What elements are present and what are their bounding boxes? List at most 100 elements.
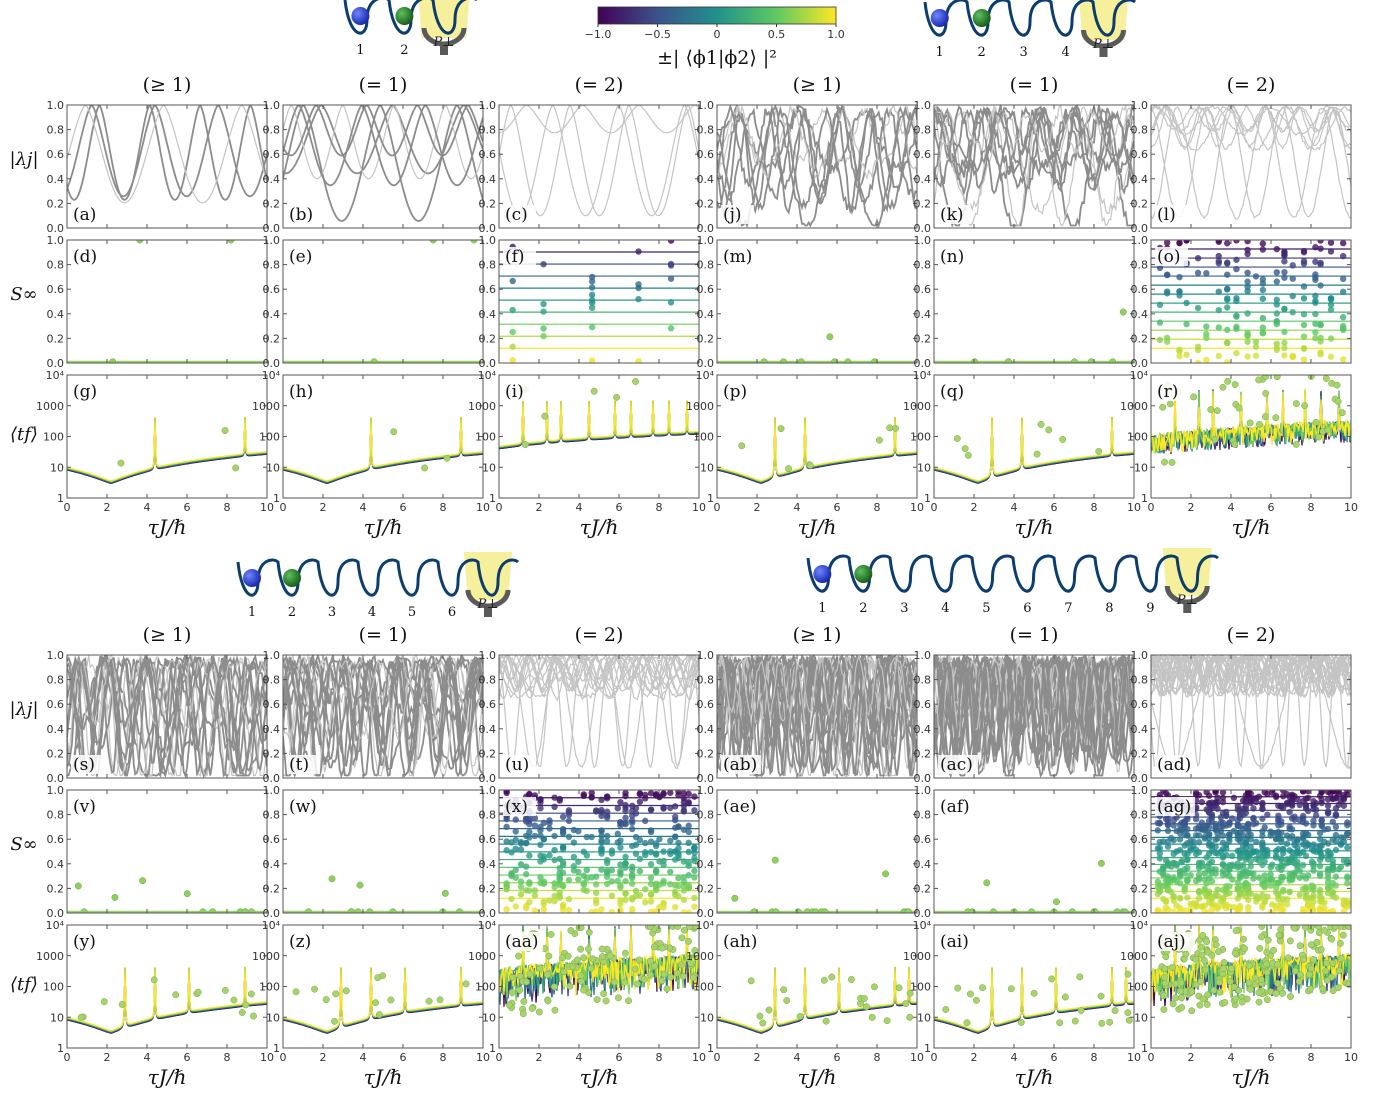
sinf-point — [1229, 815, 1236, 822]
tf-point — [1334, 984, 1342, 992]
panel-label: (e) — [289, 247, 312, 267]
x-tick-label: 0 — [1148, 1051, 1155, 1064]
particle-1-icon — [243, 569, 261, 587]
x-tick-label: 4 — [1011, 1051, 1018, 1064]
y-tick-label: 0.8 — [697, 809, 715, 822]
sinf-point — [603, 832, 611, 840]
sinf-point — [647, 848, 655, 856]
sinf-point — [1321, 904, 1328, 912]
panel-content — [67, 417, 267, 484]
sinf-point — [598, 812, 605, 820]
sinf-point — [1273, 296, 1280, 304]
x-tick-label: 8 — [1308, 501, 1315, 514]
sinf-point — [1294, 837, 1301, 844]
tf-point — [1296, 942, 1304, 950]
tf-point — [1285, 954, 1292, 962]
sinf-point — [656, 835, 663, 843]
colorbar-tick-label: 0 — [714, 28, 721, 41]
sinf-point — [1281, 251, 1288, 258]
sinf-point — [1273, 346, 1280, 354]
sinf-point — [1194, 269, 1202, 277]
sinf-point — [1195, 791, 1203, 799]
sinf-point — [667, 275, 675, 282]
y-tick-label: 0.4 — [914, 308, 932, 321]
sinf-point — [636, 891, 644, 899]
y-tick-label: 1000 — [903, 950, 931, 963]
y-tick-label: 1.0 — [697, 649, 715, 662]
y-tick-label: 0.8 — [479, 674, 497, 687]
sinf-point — [680, 874, 688, 881]
sinf-point — [1242, 806, 1250, 813]
colorbar-tick-label: 1.0 — [827, 28, 845, 41]
y-axis-label: S∞ — [10, 834, 37, 855]
y-tick-label: 0.8 — [479, 809, 497, 822]
y-tick-label: 0.2 — [914, 747, 932, 760]
column-title: (= 2) — [1227, 624, 1276, 646]
tf-point — [783, 997, 791, 1004]
tf-point — [906, 1013, 914, 1021]
x-tick-label: 10 — [476, 501, 490, 514]
sinf-point — [1247, 858, 1254, 865]
panel-f: 0.00.20.40.60.81.0(f) — [479, 234, 700, 370]
tf-point — [979, 984, 986, 992]
x-tick-label: 2 — [754, 1051, 761, 1064]
sinf-point — [647, 828, 655, 836]
sinf-point — [1195, 888, 1203, 895]
sinf-point — [1259, 801, 1266, 808]
x-tick-label: 0 — [64, 1051, 71, 1064]
sinf-point — [1224, 339, 1231, 347]
sinf-point — [559, 882, 567, 890]
sinf-point — [593, 807, 600, 814]
sinf-point — [617, 900, 624, 908]
sinf-point — [1156, 319, 1164, 326]
sinf-point — [580, 791, 587, 798]
sinf-point — [1281, 352, 1288, 359]
sinf-point — [1176, 880, 1184, 887]
sinf-point — [680, 790, 688, 797]
y-tick-label: 10 — [482, 1011, 496, 1024]
tf-point — [1337, 954, 1345, 962]
y-tick-label: 0.0 — [479, 907, 497, 920]
colorbar-label: ±| ⟨ϕ1|ϕ2⟩ |² — [657, 47, 777, 69]
sinf-point — [1275, 812, 1282, 820]
y-tick-label: 1000 — [1120, 950, 1148, 963]
tf-point — [387, 996, 395, 1004]
sinf-point — [680, 887, 688, 894]
lattice-schematic: 1 2 3 4P⊥ — [923, 0, 1137, 60]
lambda-curve — [934, 105, 1134, 196]
sinf-point — [80, 908, 88, 913]
sinf-point — [1344, 844, 1351, 851]
y-tick-label: 0.4 — [479, 858, 497, 871]
sinf-point — [622, 792, 629, 800]
sinf-point — [540, 300, 547, 308]
tf-point — [1224, 377, 1232, 385]
tf-point — [906, 989, 914, 997]
colorbar-gradient — [597, 6, 837, 25]
sinf-point — [1299, 905, 1307, 913]
panel-frame — [66, 654, 268, 779]
sinf-point — [1255, 874, 1263, 881]
sinf-point — [598, 906, 605, 913]
sinf-point — [1154, 906, 1162, 913]
x-tick-label: 2 — [104, 1051, 111, 1064]
panel-o: 0.00.20.40.60.81.0(o) — [1131, 234, 1352, 370]
tf-point — [954, 984, 962, 992]
panel-label-bg — [1155, 797, 1195, 816]
tf-point — [625, 997, 632, 1005]
sinf-point — [667, 837, 674, 844]
x-tick-label: 2 — [1188, 501, 1195, 514]
sinf-point — [1244, 278, 1251, 285]
y-tick-label: 0.2 — [1131, 197, 1149, 210]
y-tick-label: 0.8 — [47, 809, 65, 822]
tf-point — [547, 930, 555, 938]
tf-point — [1272, 989, 1280, 997]
tf-point — [692, 925, 699, 930]
sinf-point — [675, 893, 682, 900]
sinf-point — [1339, 240, 1347, 247]
y-tick-label: 0.0 — [697, 907, 715, 920]
sinf-point — [522, 870, 530, 878]
panel-content — [717, 966, 917, 1034]
panel-label-bg — [503, 932, 543, 951]
tf-point — [1216, 978, 1223, 986]
